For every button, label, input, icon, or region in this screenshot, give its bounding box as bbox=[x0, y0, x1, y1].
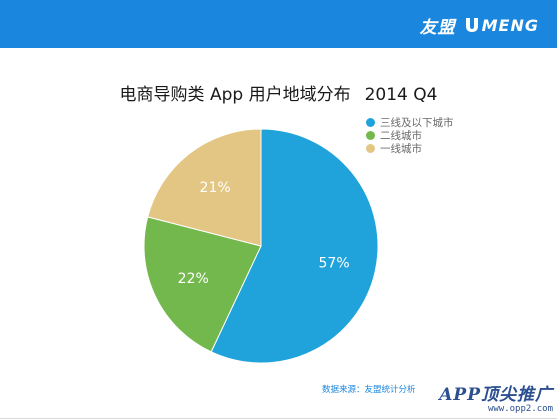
pie-label-tier2: 22% bbox=[178, 271, 209, 287]
chart-period: 2014 Q4 bbox=[364, 85, 438, 105]
umeng-logo: 友盟 MENG bbox=[420, 12, 539, 38]
data-source-note: 数据来源：友盟统计分析 bbox=[322, 385, 416, 395]
legend-swatch-tier1 bbox=[366, 144, 375, 153]
watermark: APP顶尖推广 www.opp2.com bbox=[403, 386, 553, 416]
watermark-url: www.opp2.com bbox=[487, 404, 553, 414]
u-logo-icon bbox=[465, 18, 478, 32]
watermark-main: APP顶尖推广 bbox=[439, 385, 553, 405]
legend-swatch-tier2 bbox=[366, 131, 375, 140]
legend-label-tier1: 一线城市 bbox=[380, 143, 422, 155]
brand-en-text: MENG bbox=[481, 15, 539, 35]
pie-slice-tier2 bbox=[143, 216, 262, 353]
header-bar: 友盟 MENG bbox=[0, 0, 557, 48]
chart-title-text: 电商导购类 App 用户地域分布 bbox=[119, 85, 351, 105]
brand-cn-text: 友盟 bbox=[419, 17, 456, 38]
pie-slice-tier1 bbox=[147, 128, 262, 247]
legend-item-tier3: 三线及以下城市 bbox=[366, 116, 454, 129]
chart-legend: 三线及以下城市 二线城市 一线城市 bbox=[366, 116, 454, 155]
chart-title: 电商导购类 App 用户地域分布 2014 Q4 bbox=[0, 80, 557, 105]
legend-item-tier1: 一线城市 bbox=[366, 142, 454, 155]
legend-swatch-tier3 bbox=[366, 118, 375, 127]
legend-label-tier3: 三线及以下城市 bbox=[380, 117, 454, 129]
pie-slice-tier3 bbox=[210, 128, 379, 364]
legend-item-tier2: 二线城市 bbox=[366, 129, 454, 142]
pie-label-tier3: 57% bbox=[319, 255, 350, 271]
legend-label-tier2: 二线城市 bbox=[380, 130, 422, 142]
pie-label-tier1: 21% bbox=[200, 180, 231, 196]
